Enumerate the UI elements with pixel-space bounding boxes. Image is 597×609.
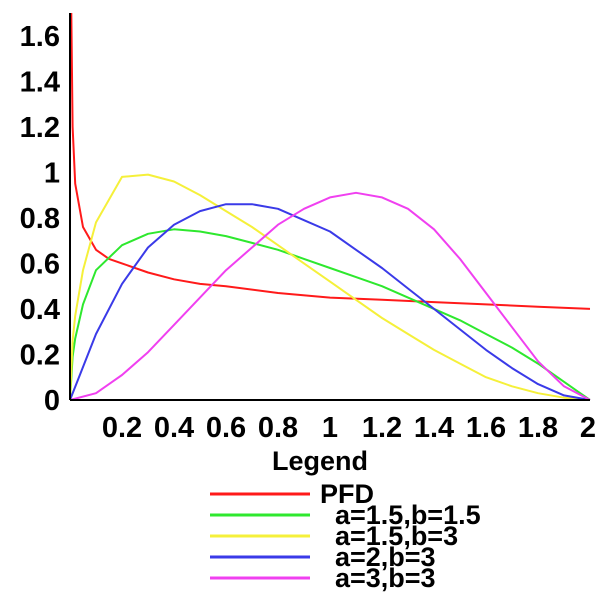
legend-title: Legend <box>272 446 368 476</box>
series-line <box>69 228 591 401</box>
x-tick-label: 2 <box>580 412 596 444</box>
y-tick-label: 1.6 <box>20 21 60 53</box>
y-tick-label: 0.6 <box>20 248 60 280</box>
series-line <box>69 191 591 401</box>
legend-label: a=1.5,b=3 <box>335 521 458 551</box>
legend: Legend PFDa=1.5,b=1.5a=1.5,b=3a=2,b=3a=3… <box>210 446 481 593</box>
x-tick-label: 0.4 <box>154 412 194 444</box>
series-layer <box>69 12 591 401</box>
x-tick-label: 0.2 <box>102 412 142 444</box>
y-tick-label: 1 <box>44 157 60 189</box>
series-line <box>69 173 591 401</box>
x-tick-label: 1.4 <box>414 412 454 444</box>
x-tick-label: 1.6 <box>466 412 506 444</box>
y-tick-label: 0.2 <box>20 339 60 371</box>
legend-label: PFD <box>320 479 374 509</box>
y-tick-label: 1.4 <box>20 66 60 98</box>
series-line <box>70 12 591 310</box>
x-tick-label: 0.8 <box>258 412 298 444</box>
legend-label: a=3,b=3 <box>335 563 436 593</box>
legend-label: a=2,b=3 <box>335 542 436 572</box>
legend-label: a=1.5,b=1.5 <box>335 500 481 530</box>
tick-labels: 0 0.2 0.4 0.6 0.8 1 1.2 1.4 1.6 0.2 0.4 0.6 0.8 1 1.2 1… <box>20 21 596 444</box>
x-tick-label: 0.6 <box>206 412 246 444</box>
y-tick-label: 1.2 <box>20 112 60 144</box>
y-tick-label: 0.8 <box>20 203 60 235</box>
x-tick-label: 1 <box>322 412 338 444</box>
x-tick-label: 1.8 <box>518 412 558 444</box>
y-tick-label: 0.4 <box>20 294 60 326</box>
series-line <box>69 203 591 401</box>
axes <box>69 13 590 401</box>
x-tick-label: 1.2 <box>362 412 402 444</box>
y-tick-label: 0 <box>44 385 60 417</box>
